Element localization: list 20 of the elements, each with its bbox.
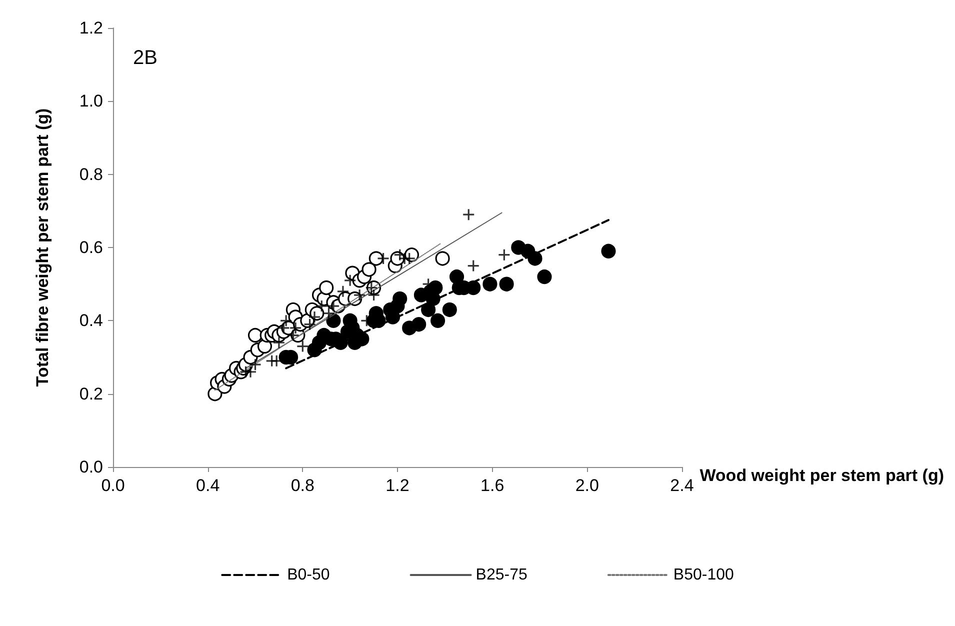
x-tick-label: 1.2 bbox=[386, 476, 410, 495]
y-tick-label: 0.0 bbox=[79, 458, 103, 476]
y-tick-label: 1.0 bbox=[79, 92, 103, 111]
y-tick-label: 0.6 bbox=[79, 238, 103, 257]
annotation: 2B bbox=[133, 47, 158, 69]
legend-label: B50-100 bbox=[673, 566, 734, 584]
legend-label: B0-50 bbox=[287, 566, 330, 584]
y-axis-title: Total fibre weight per stem part (g) bbox=[33, 108, 52, 387]
x-axis-title: Wood weight per stem part (g) bbox=[700, 466, 944, 485]
legend-label: B25-75 bbox=[476, 566, 528, 584]
x-tick-label: 1.6 bbox=[480, 476, 504, 495]
y-tick-label: 1.2 bbox=[79, 18, 103, 38]
y-tick-label: 0.2 bbox=[79, 384, 103, 404]
x-tick-label: 2.4 bbox=[670, 476, 694, 495]
x-tick-label: 0.0 bbox=[101, 476, 125, 495]
x-tick-label: 0.8 bbox=[290, 476, 314, 495]
x-tick-label: 0.4 bbox=[196, 476, 220, 495]
y-tick-label: 0.8 bbox=[79, 164, 103, 184]
x-tick-label: 2.0 bbox=[575, 476, 599, 495]
y-tick-label: 0.4 bbox=[79, 311, 103, 330]
